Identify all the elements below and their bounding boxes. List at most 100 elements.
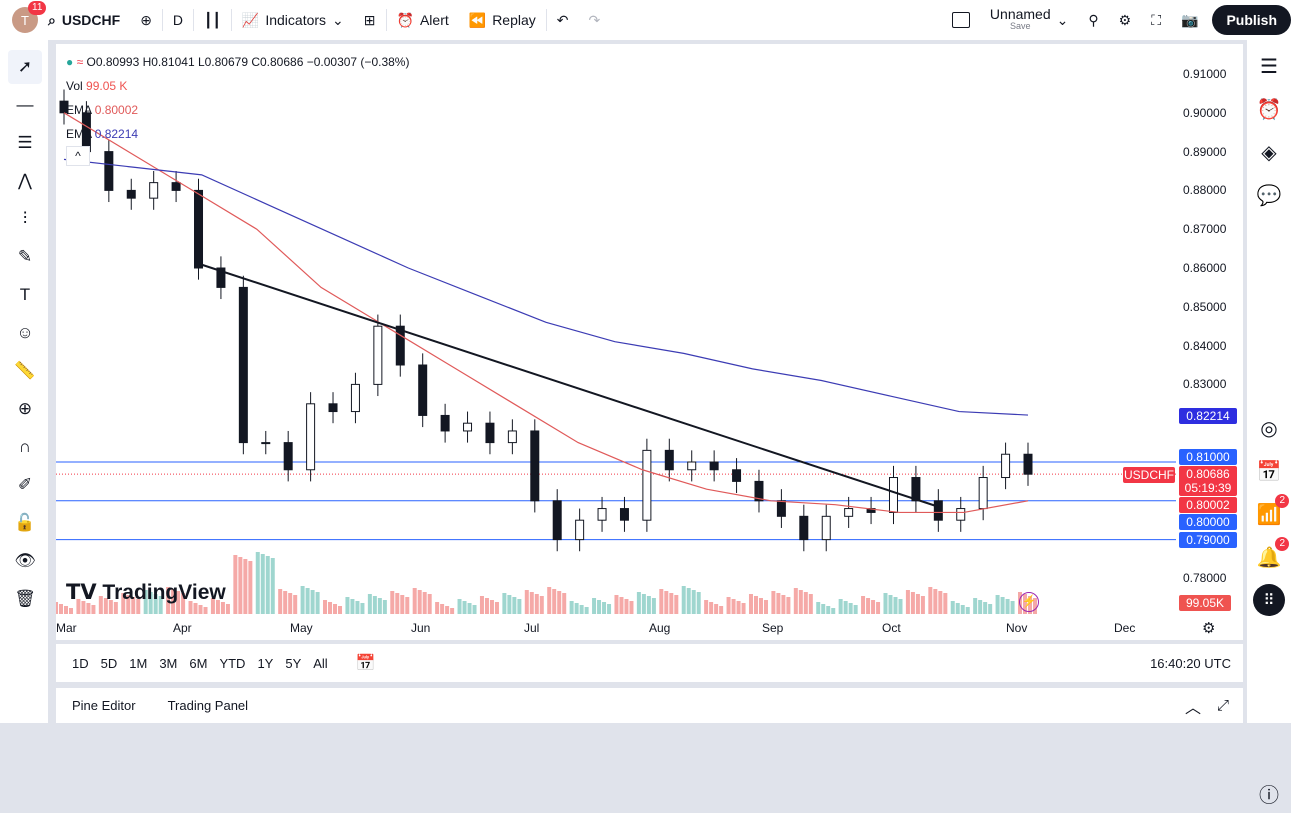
volume-bar bbox=[310, 590, 315, 614]
volume-bar bbox=[148, 592, 153, 614]
chevron-up-icon[interactable]: ︿ bbox=[1184, 699, 1201, 717]
fullscreen-button[interactable]: ⛶ bbox=[1141, 0, 1171, 40]
symbol-search[interactable]: ⌕ USDCHF bbox=[38, 0, 130, 40]
volume-bar bbox=[333, 604, 338, 614]
eye-icon[interactable]: 👁 bbox=[14, 551, 36, 570]
brush-icon[interactable]: ✎ bbox=[17, 247, 33, 266]
volume-bar bbox=[417, 590, 422, 614]
range-1d[interactable]: 1D bbox=[72, 655, 89, 671]
collapse-legend-button[interactable]: ^ bbox=[66, 146, 90, 166]
range-1y[interactable]: 1Y bbox=[257, 655, 274, 671]
target-icon[interactable]: ◎ bbox=[1260, 417, 1278, 440]
calendar-goto-icon[interactable]: 📅 bbox=[355, 655, 376, 672]
timeframe-bar: 1D 5D 1M 3M 6M YTD 1Y 5Y All 📅 16:40:20 … bbox=[56, 644, 1243, 682]
quick-search-icon: ⚲ bbox=[1088, 11, 1099, 28]
search-icon: ⌕ bbox=[48, 11, 56, 28]
alert-button[interactable]: ⏰ Alert bbox=[387, 0, 459, 40]
pattern-icon[interactable]: ⋀ bbox=[18, 171, 32, 190]
help-icon[interactable]: ⓘ bbox=[1259, 784, 1279, 807]
ruler-icon[interactable]: 📏 bbox=[14, 361, 36, 380]
volume-bar bbox=[255, 552, 260, 614]
cursor-icon[interactable]: ➚ bbox=[8, 50, 42, 84]
volume-bar bbox=[696, 592, 701, 614]
replay-button[interactable]: ⏪ Replay bbox=[459, 0, 546, 40]
layout-button[interactable]: Unnamed Save ⌄ bbox=[942, 0, 1078, 40]
compare-button[interactable]: ⊕ bbox=[130, 0, 162, 40]
volume-bar bbox=[1000, 597, 1005, 614]
volume-bar bbox=[674, 595, 679, 614]
range-5d[interactable]: 5D bbox=[100, 655, 118, 671]
layers-icon[interactable]: ◈ bbox=[1261, 141, 1277, 164]
volume-bar bbox=[624, 599, 629, 614]
volume-bar bbox=[709, 602, 714, 614]
volume-bar bbox=[552, 589, 557, 614]
calendar-icon[interactable]: 📅 bbox=[1256, 460, 1282, 483]
tab-trading-panel[interactable]: Trading Panel bbox=[167, 698, 249, 713]
trash-icon[interactable]: 🗑 bbox=[14, 589, 36, 608]
range-1m[interactable]: 1M bbox=[129, 655, 148, 671]
emoji-icon[interactable]: ☺ bbox=[16, 323, 34, 342]
settings-button[interactable]: ⚙ bbox=[1109, 0, 1142, 40]
chart-pane[interactable] bbox=[54, 44, 1243, 640]
volume-bar bbox=[574, 603, 579, 614]
redo-icon: ↷ bbox=[588, 11, 601, 28]
zoom-icon[interactable]: ⊕ bbox=[17, 399, 33, 418]
volume-bar bbox=[659, 589, 664, 614]
range-5y[interactable]: 5Y bbox=[285, 655, 302, 671]
range-ytd[interactable]: YTD bbox=[219, 655, 246, 671]
volume-bar bbox=[569, 601, 574, 614]
candle-body bbox=[350, 383, 360, 413]
apps-grid-icon[interactable]: ⠿ bbox=[1247, 580, 1291, 620]
volume-bar bbox=[920, 596, 925, 614]
magnet-icon[interactable]: ∩ bbox=[18, 437, 32, 456]
candle-body bbox=[1001, 453, 1011, 479]
volume-bar bbox=[86, 603, 91, 614]
alerts-clock-icon[interactable]: ⏰ bbox=[1256, 98, 1282, 121]
indicators-button[interactable]: 📈 Indicators ⌄ bbox=[232, 0, 354, 40]
forecast-icon[interactable]: ⫶ bbox=[22, 209, 28, 228]
interval-button[interactable]: D bbox=[172, 12, 184, 28]
ideas-stream-icon[interactable]: 📶 2 bbox=[1247, 494, 1291, 534]
avatar[interactable]: T 11 bbox=[12, 1, 47, 33]
candle-body bbox=[194, 189, 204, 269]
volume-bar bbox=[651, 598, 656, 614]
volume-bar bbox=[400, 595, 405, 614]
chart-type-button[interactable]: ┃┃ bbox=[194, 0, 231, 40]
volume-bar bbox=[524, 590, 529, 614]
ideas-badge: 2 bbox=[1275, 494, 1289, 508]
volume-bar bbox=[933, 589, 938, 614]
trend-line-icon[interactable]: — bbox=[16, 95, 34, 114]
bell-icon[interactable]: 🔔 2 bbox=[1247, 537, 1291, 577]
lightning-icon[interactable]: ⚡ bbox=[1019, 592, 1039, 612]
axis-settings-icon[interactable]: ⚙ bbox=[1202, 620, 1216, 637]
undo-button[interactable]: ↶ bbox=[547, 0, 579, 40]
volume-bar bbox=[614, 595, 619, 614]
volume-bar bbox=[176, 591, 181, 614]
volume-bar bbox=[328, 602, 333, 614]
text-icon[interactable]: T bbox=[19, 285, 31, 304]
volume-bar bbox=[260, 554, 265, 614]
chat-icon[interactable]: 💬 bbox=[1256, 184, 1282, 207]
range-6m[interactable]: 6M bbox=[189, 655, 208, 671]
redo-button[interactable]: ↷ bbox=[579, 0, 611, 40]
volume-bar bbox=[681, 586, 686, 614]
volume-bar bbox=[597, 600, 602, 614]
templates-button[interactable]: ⊞ bbox=[354, 0, 386, 40]
volume-bar bbox=[210, 598, 215, 614]
snapshot-button[interactable]: 📷 bbox=[1171, 0, 1208, 40]
price-chart[interactable] bbox=[54, 44, 1243, 640]
publish-button[interactable]: Publish bbox=[1212, 5, 1291, 35]
lock-drawing-icon[interactable]: ✐ bbox=[17, 475, 33, 494]
watermark-text: TradingView bbox=[102, 581, 226, 604]
fib-icon[interactable]: ☰ bbox=[17, 133, 33, 152]
volume-bar bbox=[781, 595, 786, 614]
range-3m[interactable]: 3M bbox=[159, 655, 178, 671]
watchlist-icon[interactable]: ☰ bbox=[1260, 55, 1278, 78]
quick-search-button[interactable]: ⚲ bbox=[1078, 0, 1108, 40]
maximize-icon[interactable]: ⤢ bbox=[1216, 697, 1229, 714]
tab-pine-editor[interactable]: Pine Editor bbox=[72, 698, 136, 713]
range-all[interactable]: All bbox=[313, 655, 328, 671]
volume-bar bbox=[915, 594, 920, 614]
ema-slow-value: 0.82214 bbox=[94, 127, 139, 141]
lock-icon[interactable]: 🔓 bbox=[14, 513, 36, 532]
